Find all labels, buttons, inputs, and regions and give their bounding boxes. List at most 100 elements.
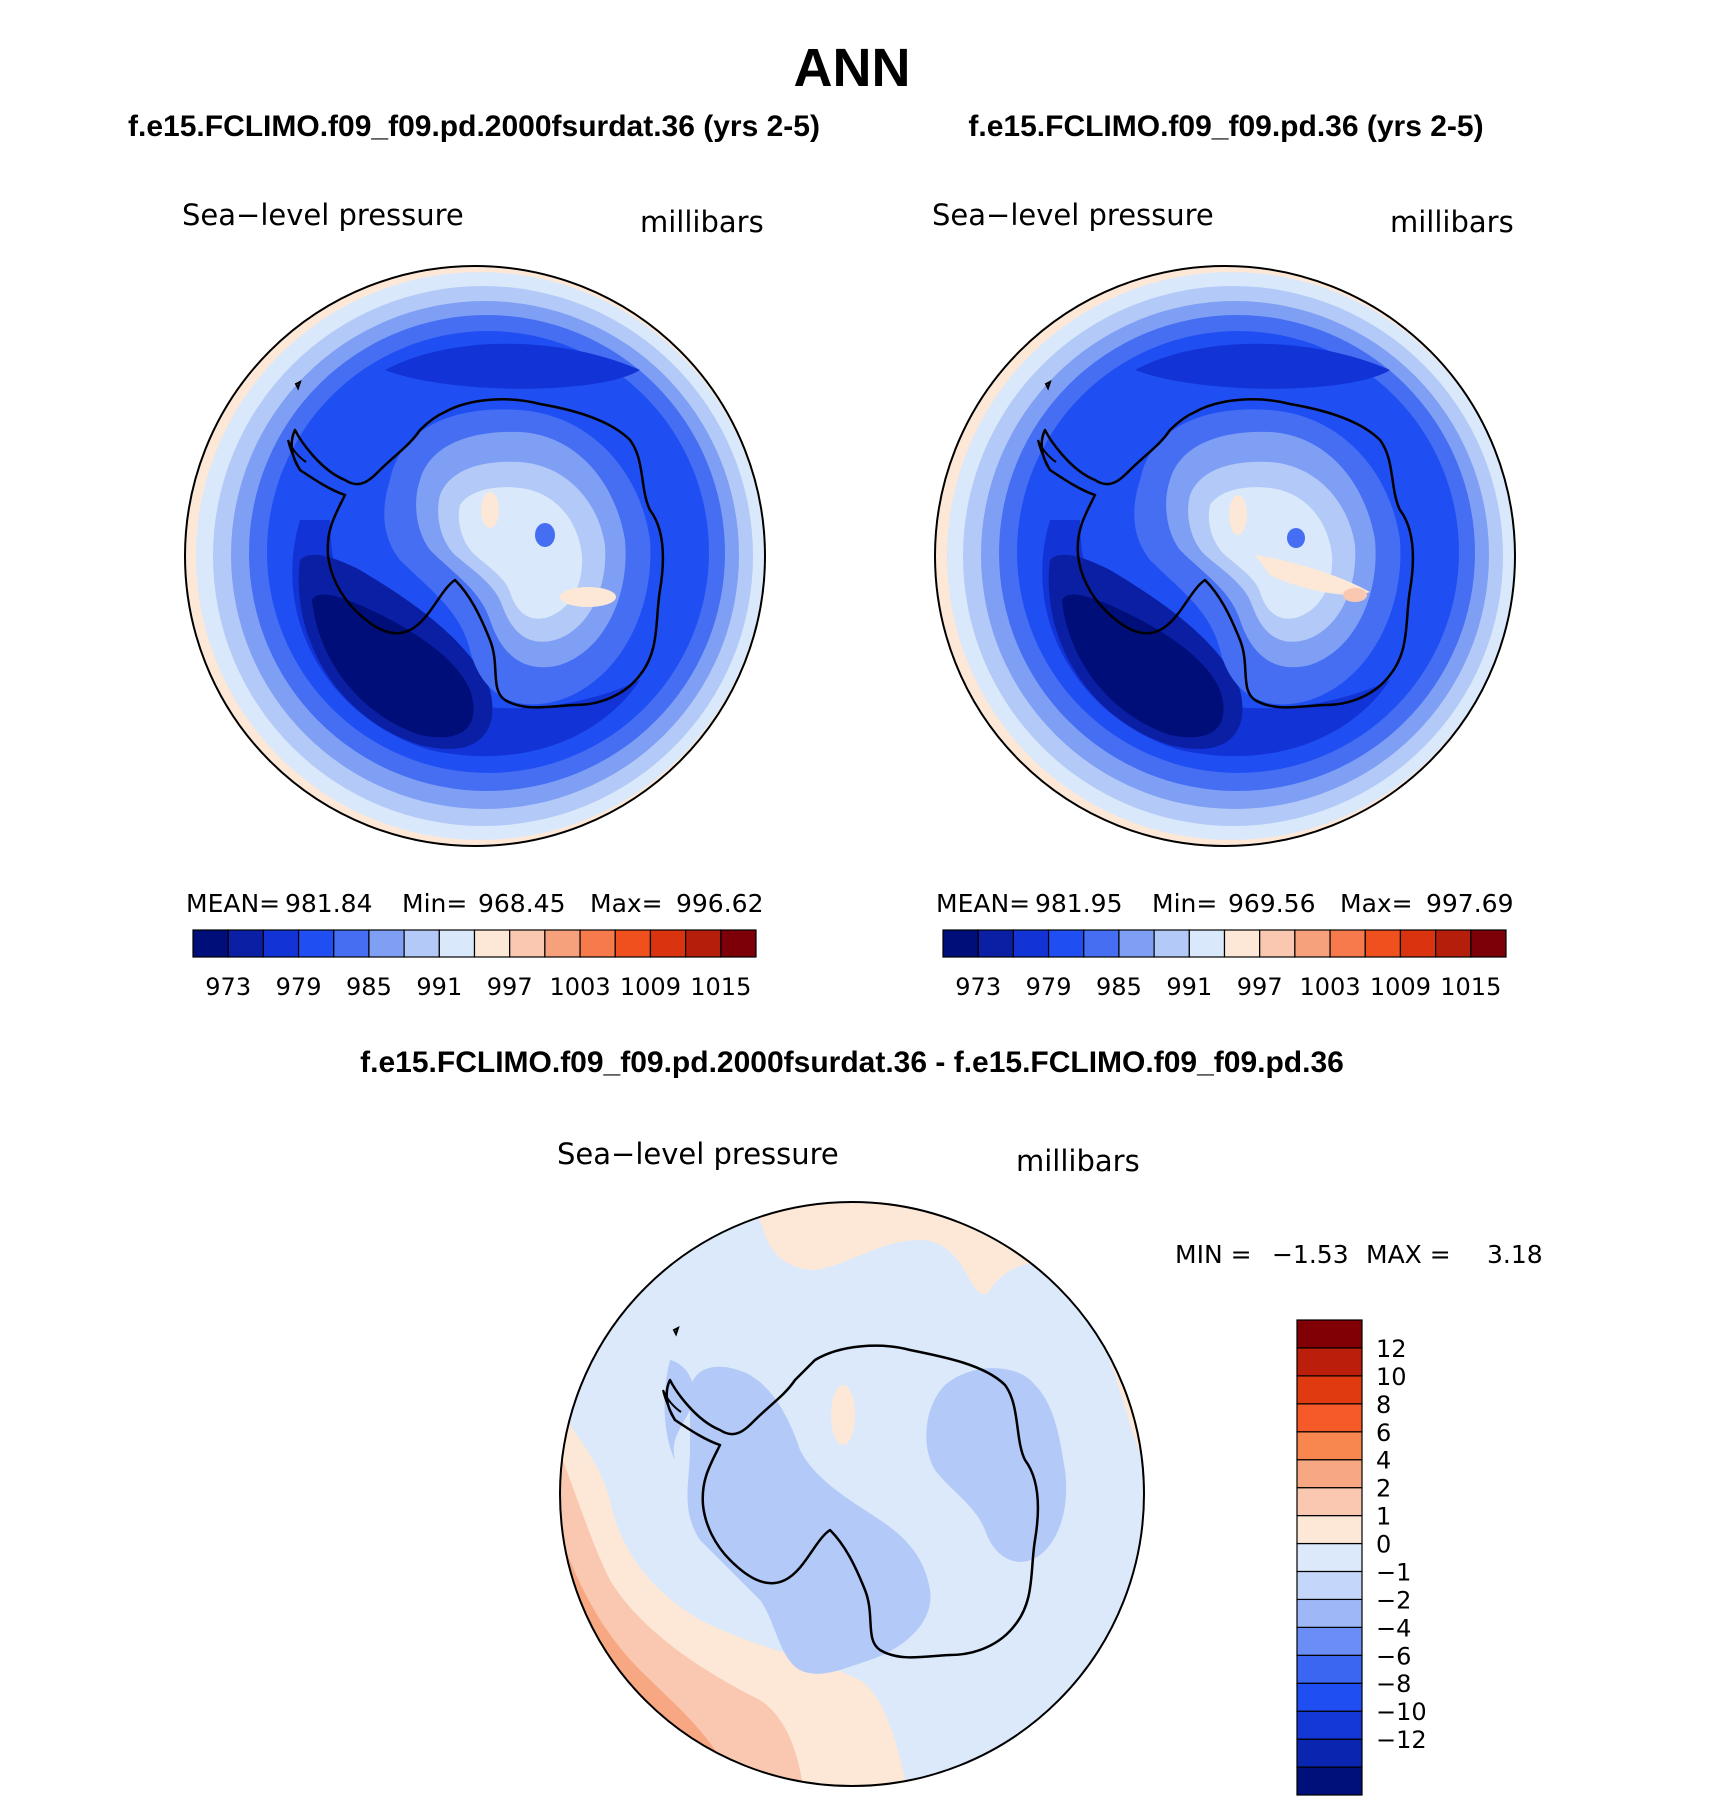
colorbar-box	[685, 929, 722, 958]
colorbar-box	[368, 929, 405, 958]
colorbar-box	[1296, 1682, 1363, 1712]
colorbar-box	[1118, 929, 1155, 958]
colorbar-tick-label: 985	[1096, 973, 1142, 1001]
map-fill-positive-inland	[831, 1385, 855, 1445]
panel-left-coastline	[290, 398, 665, 709]
panel-left-max-label: Max=	[590, 889, 663, 918]
colorbar-box	[579, 929, 616, 958]
colorbar-tick-label: 973	[205, 973, 251, 1001]
panel-right-min-label: Min=	[1152, 889, 1217, 918]
colorbar-tick-label: 0	[1376, 1531, 1391, 1559]
colorbar-box	[438, 929, 476, 958]
colorbar-tick-label: −6	[1376, 1642, 1411, 1670]
panel-diff-variable: Sea−level pressure	[557, 1137, 839, 1171]
colorbar-box	[333, 929, 370, 958]
colorbar-box	[1296, 1598, 1363, 1628]
colorbar-tick-label: 2	[1376, 1475, 1391, 1503]
colorbar-tick-label: 12	[1376, 1335, 1407, 1363]
map-fill-plateau-high-2	[1255, 555, 1370, 595]
panel-left-min-value: 968.45	[478, 889, 565, 918]
panel-right: f.e15.FCLIMO.f09_f09.pd.36 (yrs 2-5) Sea…	[932, 110, 1516, 1001]
colorbar-tick-label: 997	[1237, 973, 1283, 1001]
panel-left-colorbar: 973 979 985 991 997 1003 1009 1015	[192, 929, 757, 1001]
colorbar-box	[1296, 1347, 1363, 1377]
colorbar-box	[1296, 1375, 1363, 1405]
panel-right-units: millibars	[1390, 205, 1514, 239]
panel-diff-units: millibars	[1016, 1144, 1140, 1178]
panel-left-max-value: 996.62	[676, 889, 763, 918]
map-fill-dome-low	[1287, 528, 1305, 548]
panel-right-title: f.e15.FCLIMO.f09_f09.pd.36 (yrs 2-5)	[968, 110, 1483, 143]
colorbar-box	[1329, 929, 1366, 958]
panel-right-stats: MEAN= 981.95 Min= 969.56 Max= 997.69	[936, 889, 1513, 918]
colorbar-tick-label: 1009	[1370, 973, 1431, 1001]
panel-right-disc-border	[934, 265, 1516, 847]
colorbar-box	[1470, 929, 1507, 958]
colorbar-box	[1296, 1431, 1363, 1461]
panel-left-min-label: Min=	[402, 889, 467, 918]
colorbar-box	[1083, 929, 1120, 958]
colorbar-box	[1296, 1487, 1363, 1517]
panel-right-mean-value: 981.95	[1035, 889, 1122, 918]
map-fill-pacific-low-core	[1062, 594, 1224, 738]
map-fill-negative-interior	[687, 1366, 931, 1674]
colorbar-box	[1296, 1570, 1363, 1601]
panel-diff-min-label: MIN =	[1175, 1240, 1252, 1269]
colorbar-box	[1153, 929, 1190, 958]
colorbar-box	[1012, 929, 1050, 958]
map-fill-plateau-high-1	[1229, 495, 1247, 535]
colorbar-tick-label: 991	[416, 973, 462, 1001]
map-fill-pacific-low-core	[312, 594, 474, 738]
colorbar-box	[1296, 1403, 1363, 1433]
colorbar-tick-label: 979	[276, 973, 322, 1001]
colorbar-tick-label: 979	[1026, 973, 1072, 1001]
colorbar-box	[544, 929, 581, 958]
colorbar-tick-label: 8	[1376, 1391, 1391, 1419]
panel-diff-disc-border	[559, 1201, 1145, 1787]
map-fill-negative-east	[926, 1368, 1067, 1562]
panel-left-stats: MEAN= 981.84 Min= 968.45 Max= 996.62	[186, 889, 763, 918]
colorbar-box	[1296, 1654, 1363, 1684]
map-fill-trough-north	[1135, 343, 1390, 389]
colorbar-box	[1296, 1738, 1363, 1768]
colorbar-tick-label: 4	[1376, 1447, 1391, 1475]
colorbar-box	[1296, 1319, 1363, 1349]
map-fill-plateau-high-1	[481, 492, 499, 528]
panel-left-disc-border	[184, 265, 766, 847]
panel-right-max-value: 997.69	[1426, 889, 1513, 918]
colorbar-box	[192, 929, 229, 958]
panel-diff-coastline	[665, 1344, 1040, 1659]
panel-left-title: f.e15.FCLIMO.f09_f09.pd.2000fsurdat.36 (…	[128, 110, 820, 143]
colorbar-box	[297, 929, 335, 958]
colorbar-box	[649, 929, 687, 958]
colorbar-tick-label: −8	[1376, 1670, 1411, 1698]
colorbar-tick-label: 6	[1376, 1419, 1391, 1447]
colorbar-box	[1188, 929, 1226, 958]
colorbar-tick-label: 985	[346, 973, 392, 1001]
colorbar-box	[1296, 1710, 1363, 1740]
colorbar-box	[262, 929, 300, 958]
colorbar-tick-label: 1	[1376, 1503, 1391, 1531]
panel-right-mean-label: MEAN=	[936, 889, 1030, 918]
colorbar-box	[1296, 1542, 1363, 1573]
panel-right-min-value: 969.56	[1228, 889, 1315, 918]
colorbar-tick-label: 1015	[690, 973, 751, 1001]
colorbar-box	[720, 929, 757, 958]
colorbar-box	[1259, 929, 1296, 958]
colorbar-box	[1399, 929, 1437, 958]
colorbar-tick-label: 10	[1376, 1363, 1407, 1391]
colorbar-box	[473, 929, 511, 958]
colorbar-tick-label: −1	[1376, 1558, 1411, 1586]
panel-left-variable: Sea−level pressure	[182, 198, 464, 232]
colorbar-tick-label: −4	[1376, 1614, 1411, 1642]
colorbar-box	[1296, 1766, 1363, 1796]
colorbar-tick-label: −2	[1376, 1586, 1411, 1614]
panel-diff-title: f.e15.FCLIMO.f09_f09.pd.2000fsurdat.36 -…	[360, 1046, 1344, 1079]
colorbar-tick-label: −12	[1376, 1726, 1427, 1754]
colorbar-tick-label: 991	[1166, 973, 1212, 1001]
panel-right-map	[935, 266, 1515, 846]
panel-diff-max-label: MAX =	[1366, 1240, 1451, 1269]
colorbar-tick-label: 997	[487, 973, 533, 1001]
colorbar-box	[614, 929, 652, 958]
